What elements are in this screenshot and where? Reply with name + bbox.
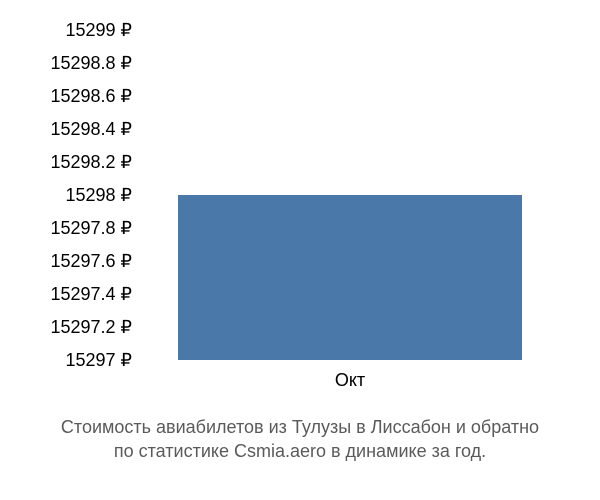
y-tick-label: 15297.6 ₽ [12, 252, 132, 270]
y-tick-label: 15298.4 ₽ [12, 120, 132, 138]
bar [178, 195, 522, 360]
y-tick-label: 15297.8 ₽ [12, 219, 132, 237]
chart-caption: Стоимость авиабилетов из Тулузы в Лиссаб… [0, 415, 600, 464]
y-tick-label: 15298.6 ₽ [12, 87, 132, 105]
plot-region [140, 30, 560, 360]
y-tick-label: 15297 ₽ [12, 351, 132, 369]
y-tick-label: 15297.4 ₽ [12, 285, 132, 303]
price-chart: 15297 ₽ 15297.2 ₽ 15297.4 ₽ 15297.6 ₽ 15297.… [0, 0, 600, 500]
y-tick-label: 15299 ₽ [12, 21, 132, 39]
y-tick-label: 15298.2 ₽ [12, 153, 132, 171]
caption-line-2: по статистике Csmia.aero в динамике за г… [114, 441, 486, 461]
x-tick-label: Окт [335, 370, 365, 391]
caption-line-1: Стоимость авиабилетов из Тулузы в Лиссаб… [61, 417, 539, 437]
y-tick-label: 15298.8 ₽ [12, 54, 132, 72]
y-tick-label: 15297.2 ₽ [12, 318, 132, 336]
y-tick-label: 15298 ₽ [12, 186, 132, 204]
